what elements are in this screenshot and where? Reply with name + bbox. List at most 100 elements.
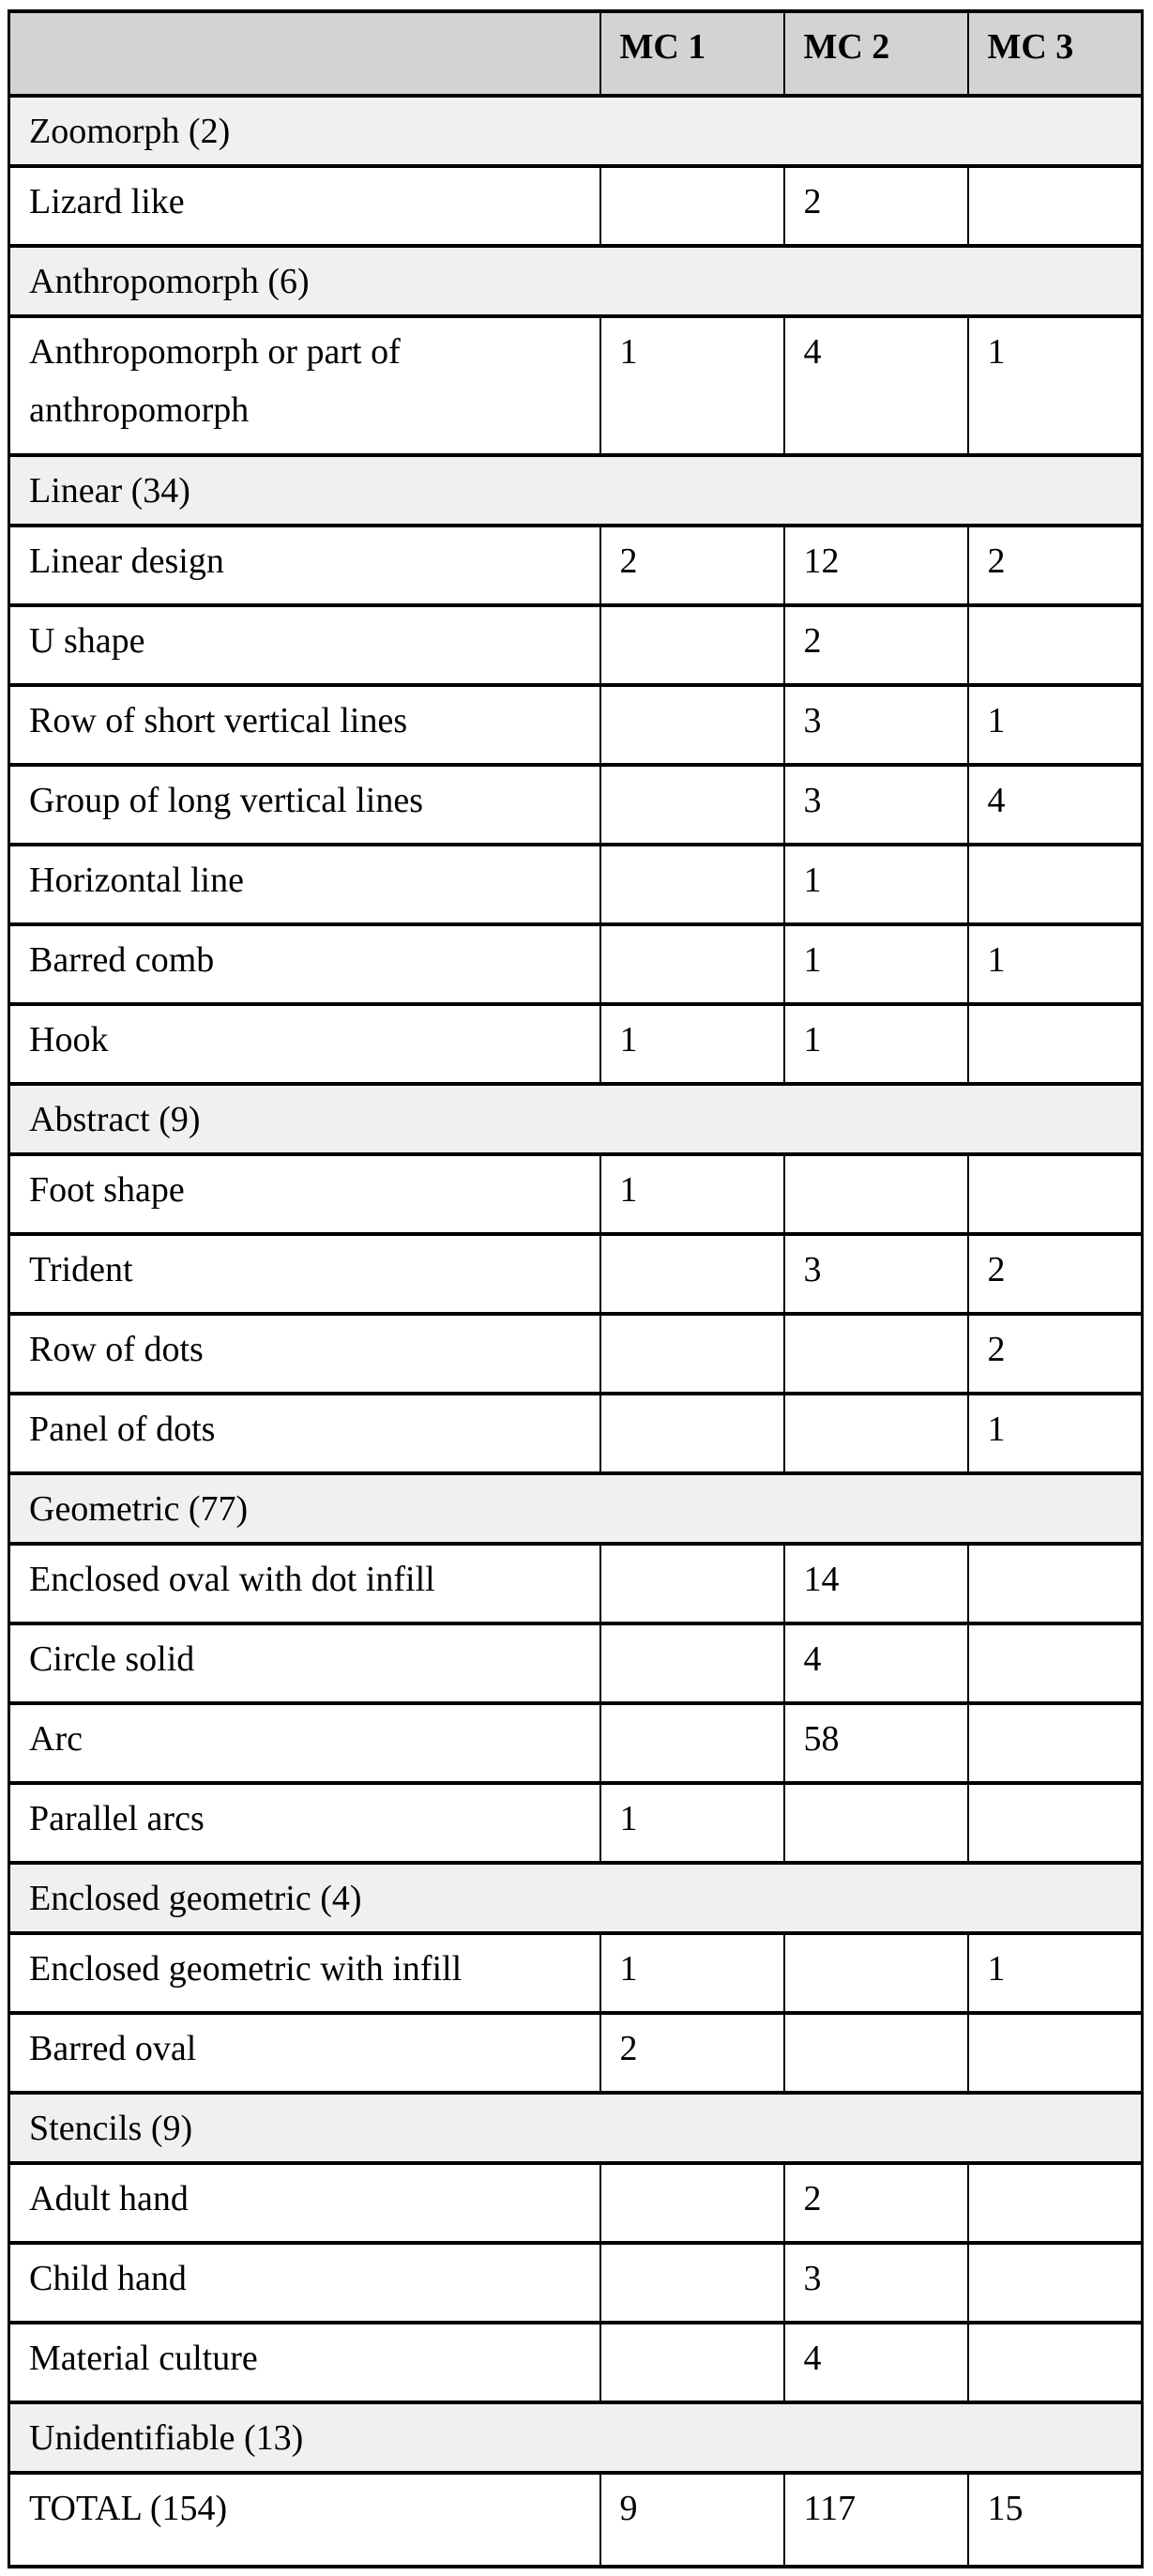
count-mc1 xyxy=(599,843,785,926)
category-label: Abstract (9) xyxy=(8,1082,1144,1156)
count-mc3 xyxy=(966,2241,1144,2324)
motif-label: U shape xyxy=(8,603,601,687)
count-mc3: 4 xyxy=(966,763,1144,846)
count-mc2 xyxy=(782,1931,969,2015)
count-mc3: 1 xyxy=(966,683,1144,767)
count-mc1 xyxy=(599,1312,785,1395)
count-mc3 xyxy=(966,1152,1144,1236)
table-row: Parallel arcs 1 xyxy=(8,1781,1144,1865)
motif-label: Panel of dots xyxy=(8,1392,601,1475)
count-mc2 xyxy=(782,2011,969,2095)
motif-label: Trident xyxy=(8,1232,601,1316)
table-row: Foot shape 1 xyxy=(8,1152,1144,1236)
count-mc1: 1 xyxy=(599,1931,785,2015)
total-row: TOTAL (154) 9 117 15 xyxy=(8,2471,1144,2568)
count-mc3 xyxy=(966,164,1144,248)
count-mc2: 14 xyxy=(782,1542,969,1625)
count-mc3: 15 xyxy=(966,2471,1144,2568)
motif-label: Parallel arcs xyxy=(8,1781,601,1865)
header-row: MC 1 MC 2 MC 3 xyxy=(8,9,1144,98)
count-mc1 xyxy=(599,2161,785,2245)
category-label: Stencils (9) xyxy=(8,2091,1144,2165)
count-mc1 xyxy=(599,1622,785,1705)
count-mc3: 1 xyxy=(966,1931,1144,2015)
table-row: Horizontal line 1 xyxy=(8,843,1144,926)
category-label: Linear (34) xyxy=(8,453,1144,527)
motif-label: Anthropomorph or part of anthropomorph xyxy=(8,314,601,457)
table-row: Arc 58 xyxy=(8,1701,1144,1785)
category-row: Anthropomorph (6) xyxy=(8,244,1144,318)
motif-label: Enclosed oval with dot infill xyxy=(8,1542,601,1625)
motif-label: Horizontal line xyxy=(8,843,601,926)
table-header: MC 1 MC 2 MC 3 xyxy=(8,9,1144,98)
count-mc2: 58 xyxy=(782,1701,969,1785)
count-mc1 xyxy=(599,1392,785,1475)
category-row: Zoomorph (2) xyxy=(8,94,1144,168)
table-row: Row of dots 2 xyxy=(8,1312,1144,1395)
table-row: Anthropomorph or part of anthropomorph 1 4… xyxy=(8,314,1144,457)
count-mc1: 2 xyxy=(599,2011,785,2095)
count-mc3: 2 xyxy=(966,1232,1144,1316)
category-row: Enclosed geometric (4) xyxy=(8,1861,1144,1935)
count-mc1 xyxy=(599,603,785,687)
table-row: Adult hand 2 xyxy=(8,2161,1144,2245)
motif-label: Barred oval xyxy=(8,2011,601,2095)
count-mc1 xyxy=(599,1542,785,1625)
category-label: Enclosed geometric (4) xyxy=(8,1861,1144,1935)
count-mc1: 9 xyxy=(599,2471,785,2568)
motif-count-table: MC 1 MC 2 MC 3 Zoomorph (2) Lizard like 2 A… xyxy=(8,9,1144,2568)
count-mc1 xyxy=(599,683,785,767)
category-row: Unidentifiable (13) xyxy=(8,2401,1144,2475)
count-mc2: 3 xyxy=(782,2241,969,2324)
category-label: Geometric (77) xyxy=(8,1471,1144,1546)
motif-label: Foot shape xyxy=(8,1152,601,1236)
motif-label: Linear design xyxy=(8,524,601,607)
count-mc3 xyxy=(966,1781,1144,1865)
motif-label: Circle solid xyxy=(8,1622,601,1705)
motif-label: Row of short vertical lines xyxy=(8,683,601,767)
count-mc1: 1 xyxy=(599,1152,785,1236)
motif-count-table-wrapper: MC 1 MC 2 MC 3 Zoomorph (2) Lizard like 2 A… xyxy=(8,9,1144,2568)
count-mc2 xyxy=(782,1392,969,1475)
category-row: Geometric (77) xyxy=(8,1471,1144,1546)
table-row: U shape 2 xyxy=(8,603,1144,687)
count-mc3: 1 xyxy=(966,922,1144,1006)
count-mc3 xyxy=(966,1542,1144,1625)
table-row: Enclosed oval with dot infill 14 xyxy=(8,1542,1144,1625)
category-row: Linear (34) xyxy=(8,453,1144,527)
count-mc2: 3 xyxy=(782,683,969,767)
count-mc2: 3 xyxy=(782,763,969,846)
count-mc3 xyxy=(966,603,1144,687)
count-mc1 xyxy=(599,2321,785,2404)
column-header-mc2: MC 2 xyxy=(782,9,969,98)
count-mc2: 12 xyxy=(782,524,969,607)
count-mc2: 1 xyxy=(782,843,969,926)
count-mc2: 2 xyxy=(782,2161,969,2245)
table-row: Barred oval 2 xyxy=(8,2011,1144,2095)
count-mc3 xyxy=(966,1002,1144,1086)
count-mc1: 1 xyxy=(599,314,785,457)
count-mc2: 4 xyxy=(782,314,969,457)
table-row: Lizard like 2 xyxy=(8,164,1144,248)
motif-label: Row of dots xyxy=(8,1312,601,1395)
count-mc3 xyxy=(966,843,1144,926)
category-row: Abstract (9) xyxy=(8,1082,1144,1156)
table-body: Zoomorph (2) Lizard like 2 Anthropomorph (6… xyxy=(8,94,1144,2568)
count-mc3: 2 xyxy=(966,524,1144,607)
count-mc2: 4 xyxy=(782,1622,969,1705)
motif-label: TOTAL (154) xyxy=(8,2471,601,2568)
category-label: Anthropomorph (6) xyxy=(8,244,1144,318)
count-mc2: 1 xyxy=(782,1002,969,1086)
category-label: Zoomorph (2) xyxy=(8,94,1144,168)
count-mc2: 4 xyxy=(782,2321,969,2404)
count-mc2 xyxy=(782,1312,969,1395)
table-row: Hook 1 1 xyxy=(8,1002,1144,1086)
table-row: Group of long vertical lines 3 4 xyxy=(8,763,1144,846)
count-mc2: 2 xyxy=(782,164,969,248)
column-header-mc3: MC 3 xyxy=(966,9,1144,98)
count-mc3: 1 xyxy=(966,314,1144,457)
table-row: Enclosed geometric with infill 1 1 xyxy=(8,1931,1144,2015)
table-row: Child hand 3 xyxy=(8,2241,1144,2324)
motif-label: Hook xyxy=(8,1002,601,1086)
count-mc3 xyxy=(966,1701,1144,1785)
